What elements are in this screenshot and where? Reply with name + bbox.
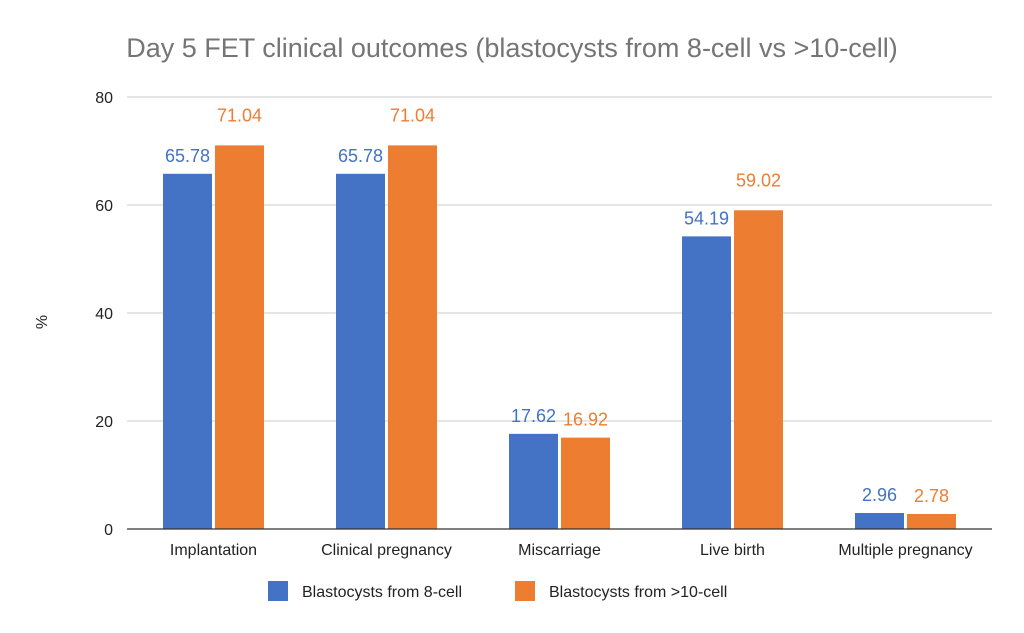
category-label: Implantation [170,542,257,559]
y-tick-label: 0 [104,522,113,539]
data-label: 2.96 [862,485,897,505]
y-tick-label: 60 [95,198,113,215]
data-label: 2.78 [914,486,949,506]
legend-swatch [515,581,535,601]
data-label: 54.19 [684,208,729,228]
chart-title: Day 5 FET clinical outcomes (blastocysts… [126,33,898,63]
y-tick-label: 40 [95,306,113,323]
y-axis-label: % [34,315,51,329]
bar-8-cell [855,513,904,529]
category-label: Live birth [700,542,765,559]
data-label: 65.78 [338,146,383,166]
bar-10-cell [907,513,956,529]
data-label: 16.92 [563,410,608,430]
data-label: 59.02 [736,170,781,190]
gridlines [127,96,992,422]
bar-10-cell [215,145,264,529]
category-label: Multiple pregnancy [838,542,972,559]
bar-10-cell [561,437,610,529]
y-tick-label: 20 [95,414,113,431]
data-label: 71.04 [390,105,435,125]
bars [163,145,956,530]
data-label: 65.78 [165,146,210,166]
bar-8-cell [682,236,731,529]
category-label: Miscarriage [518,542,601,559]
data-label: 71.04 [217,105,262,125]
category-label: Clinical pregnancy [321,542,452,559]
bar-8-cell [163,173,212,529]
data-label: 17.62 [511,406,556,426]
legend-label: Blastocysts from >10-cell [549,584,727,601]
bar-8-cell [509,433,558,529]
legend-swatch [268,581,288,601]
bar-10-cell [734,210,783,530]
bar-10-cell [388,145,437,529]
legend: Blastocysts from 8-cell Blastocysts from … [268,581,727,601]
y-tick-label: 80 [95,90,113,107]
bar-8-cell [336,173,385,529]
axes: 0 20 40 60 80 Implantation Clinical pregnancy M… [95,90,992,559]
legend-label: Blastocysts from 8-cell [302,584,462,601]
data-labels: 65.78 71.04 65.78 71.04 17.62 16.92 54.19 59.02… [165,105,949,506]
